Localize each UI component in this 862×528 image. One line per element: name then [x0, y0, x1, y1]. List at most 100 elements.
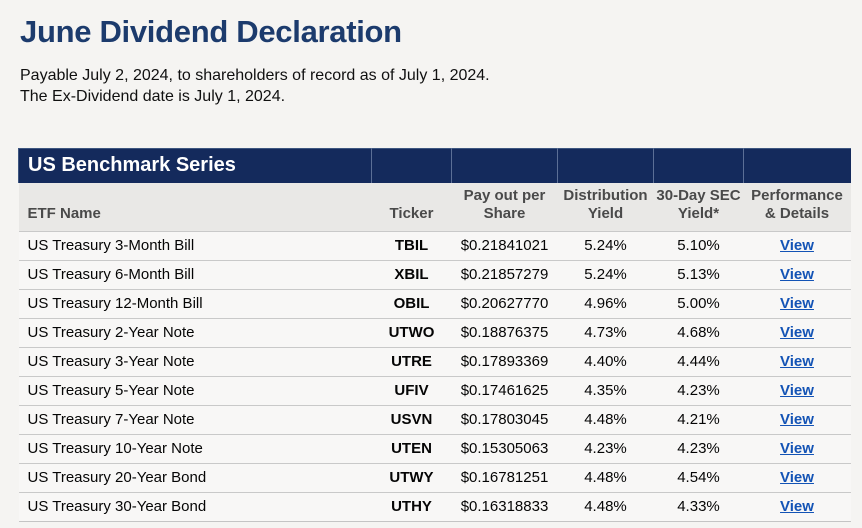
table-row: US Treasury 5-Year Note UFIV $0.17461625 4.…: [18, 375, 851, 405]
section-header-cell: [743, 148, 851, 183]
view-link[interactable]: View: [780, 266, 814, 283]
view-cell: View: [743, 404, 851, 434]
payout-cell: $0.16781251: [451, 462, 558, 492]
view-link[interactable]: View: [780, 411, 814, 428]
distribution-yield-cell: 4.48%: [557, 462, 654, 492]
page-title: June Dividend Declaration: [20, 14, 402, 49]
table-body: US Treasury 3-Month Bill TBIL $0.21841021 5…: [18, 230, 851, 522]
view-cell: View: [743, 346, 851, 376]
table-row: US Treasury 3-Year Note UTRE $0.17893369 4.…: [18, 346, 851, 376]
table-row: US Treasury 12-Month Bill OBIL $0.20627770…: [18, 288, 851, 318]
distribution-yield-cell: 5.24%: [557, 230, 654, 260]
section-header-row: US Benchmark Series: [18, 148, 851, 183]
column-header-payout: Pay out per Share: [451, 182, 558, 231]
etf-name-cell: US Treasury 5-Year Note: [18, 375, 372, 405]
sec-yield-cell: 4.54%: [653, 462, 744, 492]
payout-cell: $0.17803045: [451, 404, 558, 434]
distribution-yield-cell: 4.40%: [557, 346, 654, 376]
ticker-cell: OBIL: [371, 288, 452, 318]
column-header-distribution-yield: Distribution Yield: [557, 182, 654, 231]
view-link[interactable]: View: [780, 353, 814, 370]
sec-yield-cell: 4.21%: [653, 404, 744, 434]
table-row: US Treasury 7-Year Note USVN $0.17803045 4.…: [18, 404, 851, 434]
subtitle-line-1: Payable July 2, 2024, to shareholders of…: [20, 67, 490, 84]
sec-yield-cell: 4.23%: [653, 433, 744, 463]
distribution-yield-cell: 5.24%: [557, 259, 654, 289]
dividend-table: US Benchmark Series ETF Name Ticker Pay …: [18, 148, 851, 522]
ticker-cell: UTEN: [371, 433, 452, 463]
etf-name-cell: US Treasury 12-Month Bill: [18, 288, 372, 318]
payout-cell: $0.18876375: [451, 317, 558, 347]
view-cell: View: [743, 288, 851, 318]
view-link[interactable]: View: [780, 498, 814, 515]
payout-cell: $0.17893369: [451, 346, 558, 376]
etf-name-cell: US Treasury 7-Year Note: [18, 404, 372, 434]
distribution-yield-cell: 4.48%: [557, 404, 654, 434]
section-title: US Benchmark Series: [18, 148, 372, 183]
payout-cell: $0.16318833: [451, 491, 558, 522]
section-header-cell: [371, 148, 452, 183]
ticker-cell: UTRE: [371, 346, 452, 376]
ticker-cell: UTWY: [371, 462, 452, 492]
view-link[interactable]: View: [780, 440, 814, 457]
ticker-cell: USVN: [371, 404, 452, 434]
ticker-cell: XBIL: [371, 259, 452, 289]
etf-name-cell: US Treasury 30-Year Bond: [18, 491, 372, 522]
distribution-yield-cell: 4.23%: [557, 433, 654, 463]
etf-name-cell: US Treasury 2-Year Note: [18, 317, 372, 347]
ticker-cell: TBIL: [371, 230, 452, 260]
etf-name-cell: US Treasury 6-Month Bill: [18, 259, 372, 289]
column-header-sec-yield: 30-Day SEC Yield*: [653, 182, 744, 231]
view-cell: View: [743, 491, 851, 522]
payout-cell: $0.21857279: [451, 259, 558, 289]
table-row: US Treasury 6-Month Bill XBIL $0.21857279 5…: [18, 259, 851, 289]
etf-name-cell: US Treasury 10-Year Note: [18, 433, 372, 463]
distribution-yield-cell: 4.48%: [557, 491, 654, 522]
section-header-cell: [653, 148, 744, 183]
section-header-cell: [557, 148, 654, 183]
table-row: US Treasury 2-Year Note UTWO $0.18876375 4.…: [18, 317, 851, 347]
sec-yield-cell: 5.10%: [653, 230, 744, 260]
view-cell: View: [743, 433, 851, 463]
table-row: US Treasury 30-Year Bond UTHY $0.16318833 4…: [18, 491, 851, 522]
view-cell: View: [743, 230, 851, 260]
view-link[interactable]: View: [780, 324, 814, 341]
column-header-etf-name: ETF Name: [18, 182, 372, 231]
payout-cell: $0.17461625: [451, 375, 558, 405]
ticker-cell: UTHY: [371, 491, 452, 522]
distribution-yield-cell: 4.96%: [557, 288, 654, 318]
sec-yield-cell: 4.23%: [653, 375, 744, 405]
view-link[interactable]: View: [780, 382, 814, 399]
subtitle: Payable July 2, 2024, to shareholders of…: [20, 65, 850, 107]
distribution-yield-cell: 4.73%: [557, 317, 654, 347]
view-link[interactable]: View: [780, 295, 814, 312]
section-header-cell: [451, 148, 558, 183]
view-cell: View: [743, 259, 851, 289]
column-header-row: ETF Name Ticker Pay out per Share Distri…: [18, 182, 851, 231]
sec-yield-cell: 5.13%: [653, 259, 744, 289]
payout-cell: $0.15305063: [451, 433, 558, 463]
sec-yield-cell: 5.00%: [653, 288, 744, 318]
ticker-cell: UFIV: [371, 375, 452, 405]
view-link[interactable]: View: [780, 237, 814, 254]
ticker-cell: UTWO: [371, 317, 452, 347]
column-header-ticker: Ticker: [371, 182, 452, 231]
table-row: US Treasury 10-Year Note UTEN $0.15305063 4…: [18, 433, 851, 463]
subtitle-line-2: The Ex-Dividend date is July 1, 2024.: [20, 88, 286, 105]
payout-cell: $0.20627770: [451, 288, 558, 318]
sec-yield-cell: 4.33%: [653, 491, 744, 522]
etf-name-cell: US Treasury 3-Month Bill: [18, 230, 372, 260]
table-row: US Treasury 3-Month Bill TBIL $0.21841021 5…: [18, 230, 851, 260]
etf-name-cell: US Treasury 3-Year Note: [18, 346, 372, 376]
distribution-yield-cell: 4.35%: [557, 375, 654, 405]
column-header-performance: Performance & Details: [743, 182, 851, 231]
view-cell: View: [743, 375, 851, 405]
payout-cell: $0.21841021: [451, 230, 558, 260]
table-row: US Treasury 20-Year Bond UTWY $0.16781251 4…: [18, 462, 851, 492]
etf-name-cell: US Treasury 20-Year Bond: [18, 462, 372, 492]
view-link[interactable]: View: [780, 469, 814, 486]
view-cell: View: [743, 462, 851, 492]
sec-yield-cell: 4.44%: [653, 346, 744, 376]
sec-yield-cell: 4.68%: [653, 317, 744, 347]
